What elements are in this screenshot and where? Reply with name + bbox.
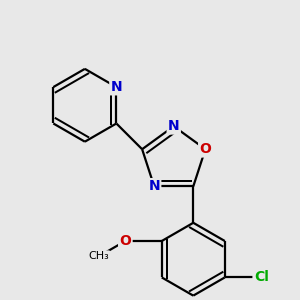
Text: O: O — [200, 142, 211, 156]
Text: CH₃: CH₃ — [88, 251, 109, 262]
Text: O: O — [119, 234, 131, 248]
Text: N: N — [111, 80, 122, 94]
Text: Cl: Cl — [254, 270, 269, 284]
Text: N: N — [168, 119, 180, 133]
Text: N: N — [148, 179, 160, 194]
